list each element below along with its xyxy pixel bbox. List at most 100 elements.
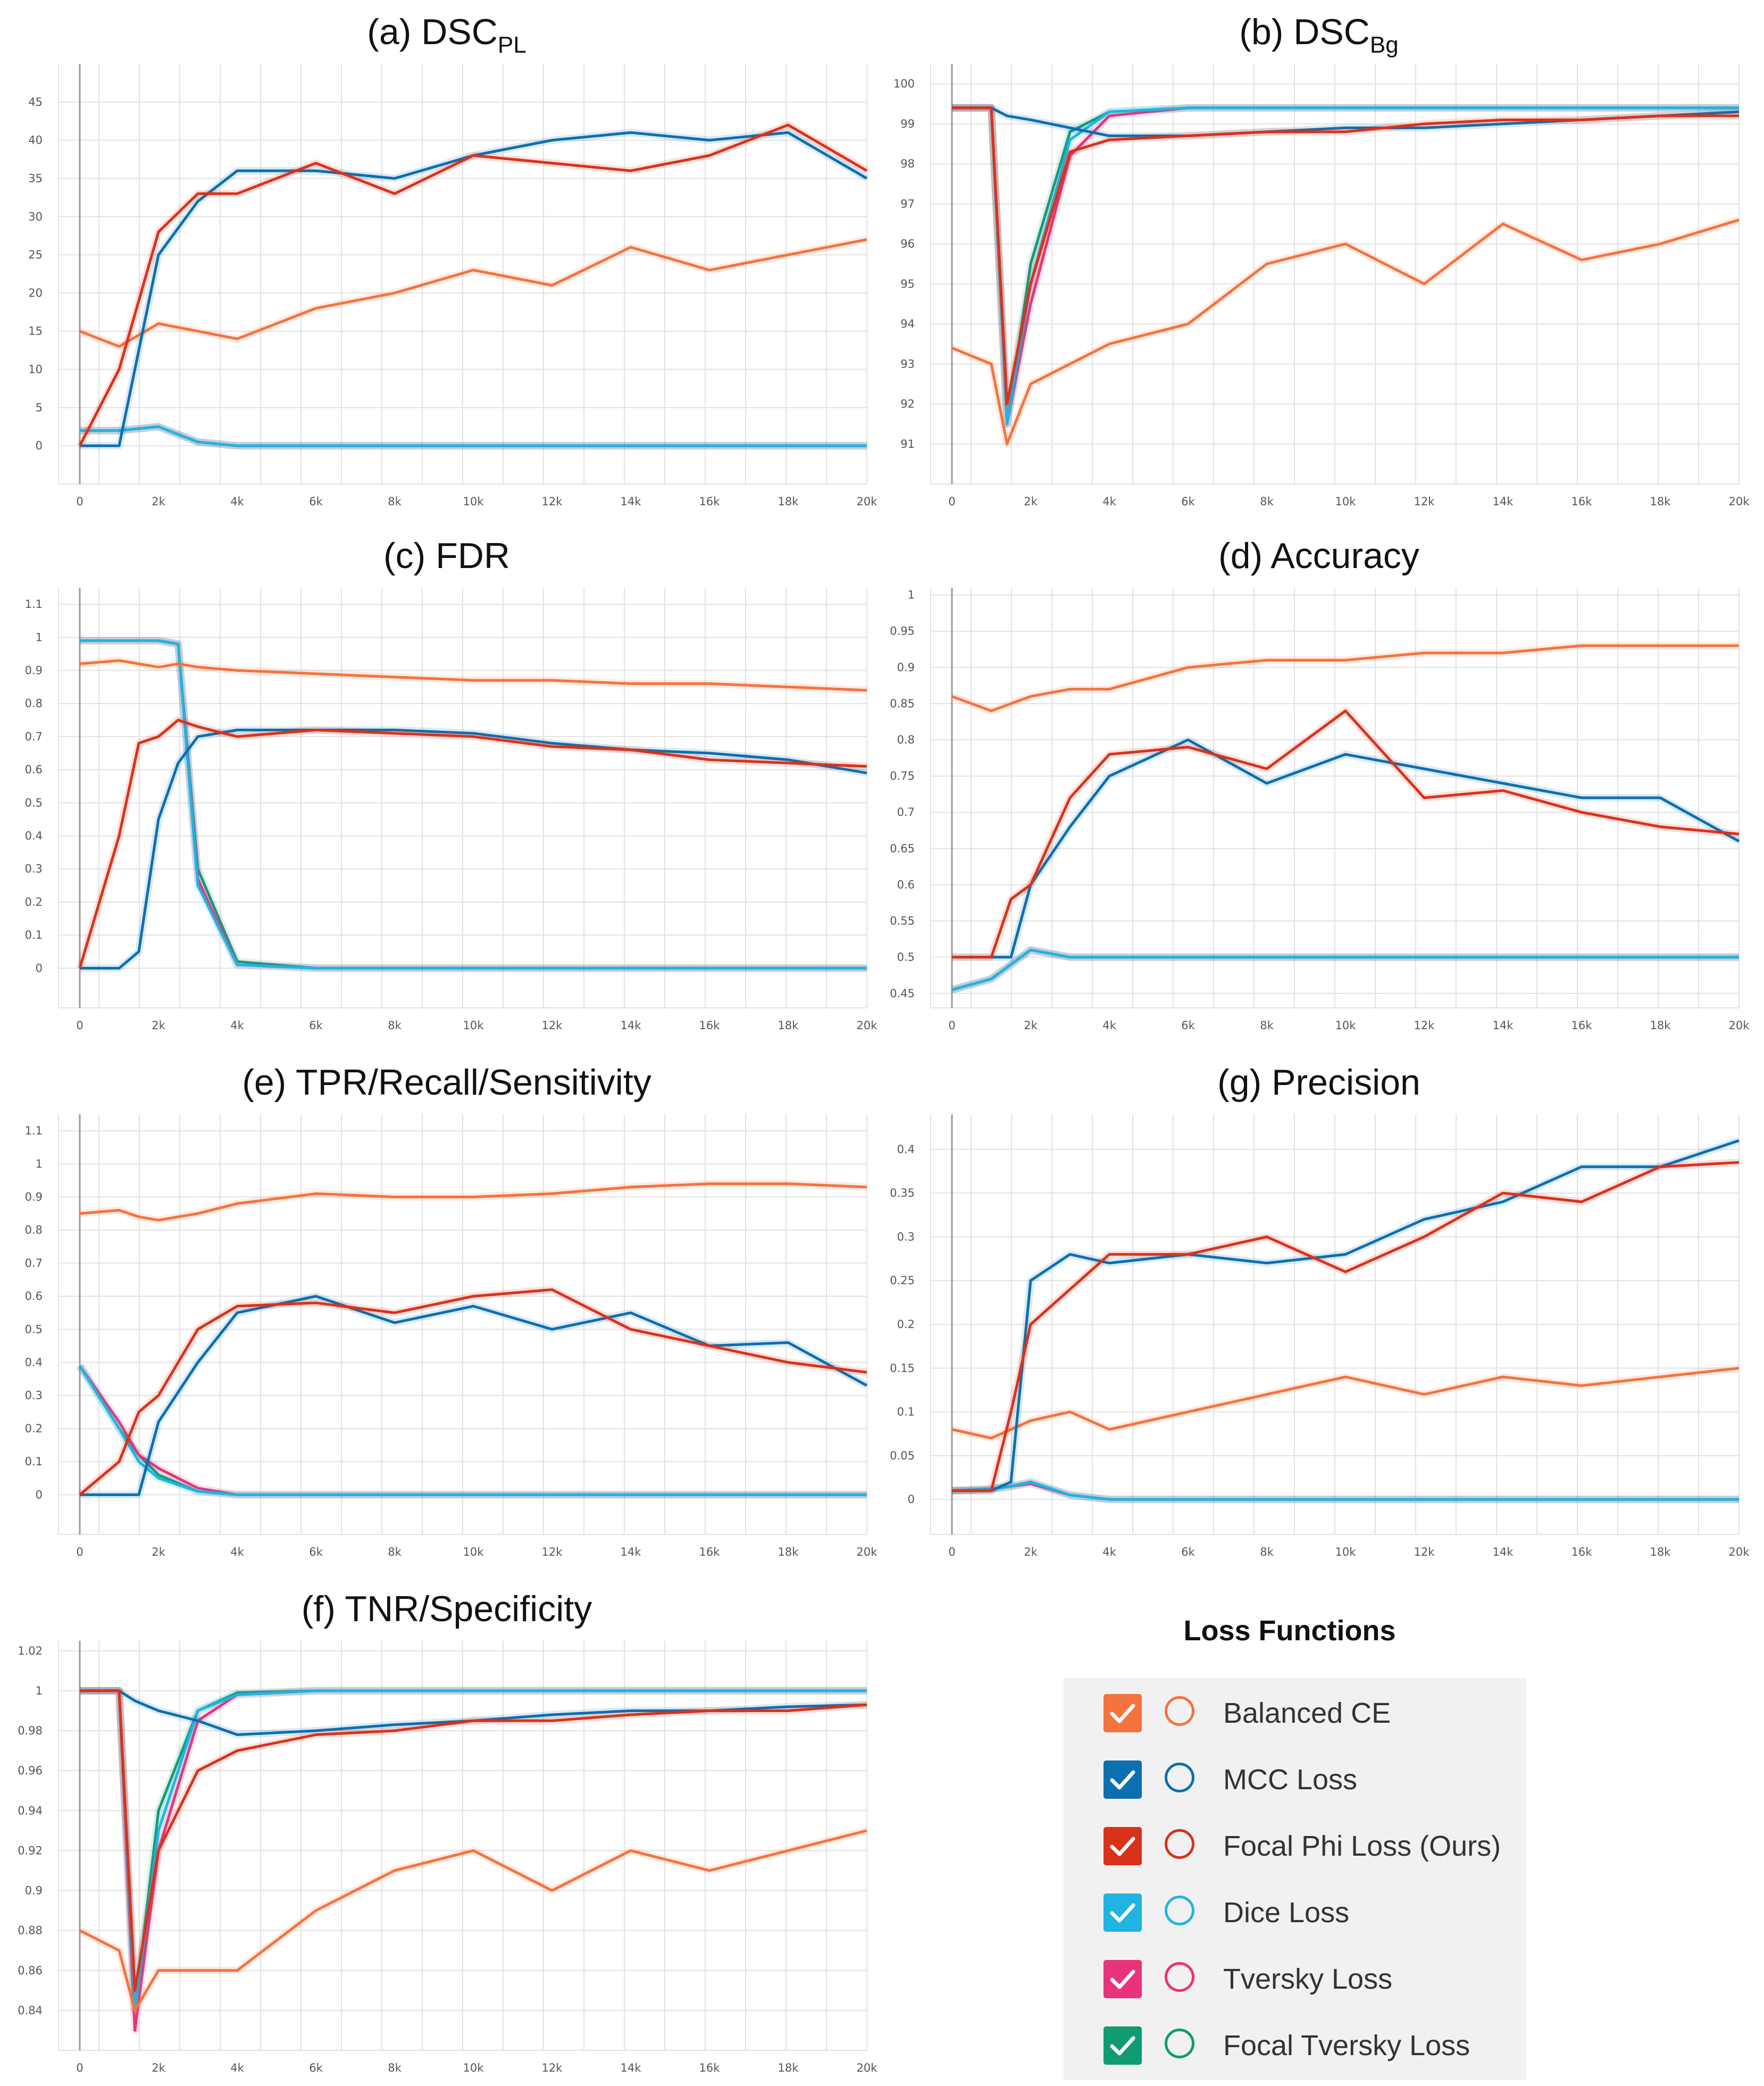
legend-item-balanced-ce[interactable]: Balanced CE <box>1064 1678 1526 1745</box>
x-tick-label: 20k <box>857 1546 877 1558</box>
x-tick-label: 10k <box>463 1546 484 1558</box>
x-tick-label: 14k <box>621 1546 642 1558</box>
x-tick-label: 2k <box>1024 1019 1038 1032</box>
checkbox-dice-loss[interactable] <box>1103 1893 1142 1932</box>
check-icon <box>1110 1770 1135 1790</box>
y-tick-label: 0.6 <box>897 878 915 891</box>
series-line-balanced_ce <box>951 1366 1740 1440</box>
series-halo-focal_phi <box>76 121 869 448</box>
y-tick-label: 0.25 <box>890 1274 915 1287</box>
chart-panel-c: (c) FDR 0 0.1 0.2 0.3 0.4 0.5 0.6 0.7 0.8 0.9 1 1.1… <box>16 529 877 1040</box>
checkbox-tversky-loss[interactable] <box>1103 1960 1142 1998</box>
x-tick-label: 4k <box>230 495 244 508</box>
series-line-balanced_ce <box>79 238 867 348</box>
x-tick-label: 2k <box>1024 1546 1038 1558</box>
y-tick-label: 0.88 <box>18 1924 43 1937</box>
y-tick-label: 0.96 <box>18 1764 43 1777</box>
checkbox-mcc-loss[interactable] <box>1103 1760 1142 1799</box>
y-tick-label: 15 <box>28 325 43 338</box>
y-tick-label: 40 <box>28 134 43 147</box>
series-circle-icon <box>1165 1763 1194 1792</box>
x-tick-label: 6k <box>309 1546 323 1558</box>
y-tick-label: 0.9 <box>25 664 43 677</box>
series-line-dice <box>80 425 867 447</box>
x-tick-label: 12k <box>1414 1019 1435 1032</box>
x-tick-label: 14k <box>621 1019 642 1032</box>
chart-title-f: (f) TNR/Specificity <box>16 1582 877 1636</box>
y-tick-label: 25 <box>28 248 43 261</box>
y-tick-label: 95 <box>900 278 915 290</box>
x-tick-label: 20k <box>857 1019 877 1032</box>
check-icon <box>1110 1970 1135 1989</box>
chart-panel-e: (e) TPR/Recall/Sensitivity 0 0.1 0.2 0.3 0.4… <box>16 1056 877 1566</box>
series-line-dice <box>951 1480 1739 1501</box>
y-tick-label: 98 <box>900 157 915 170</box>
x-tick-label: 18k <box>778 1019 799 1032</box>
series-halo-dice <box>77 1364 867 1499</box>
y-tick-label: 0 <box>36 962 43 974</box>
x-tick-label: 6k <box>309 2062 323 2074</box>
chart-title-g-text: (g) Precision <box>1217 1062 1420 1103</box>
x-tick-label: 18k <box>1650 1019 1671 1032</box>
y-tick-label: 1.02 <box>18 1645 43 1657</box>
series-halo-focal_phi <box>77 1286 867 1498</box>
x-tick-label: 2k <box>1024 495 1038 508</box>
y-tick-label: 97 <box>900 197 915 210</box>
y-tick-label: 0.3 <box>25 1389 43 1402</box>
x-tick-label: 4k <box>230 2062 244 2074</box>
x-tick-label: 20k <box>1729 495 1750 508</box>
legend-item-focal-phi-loss[interactable]: Focal Phi Loss (Ours) <box>1064 1811 1526 1878</box>
legend-item-focal-tversky-loss[interactable]: Focal Tversky Loss <box>1064 2010 1526 2077</box>
x-tick-label: 10k <box>1335 495 1357 508</box>
legend-item-mcc-loss[interactable]: MCC Loss <box>1064 1745 1526 1811</box>
series-halo-balanced_ce <box>78 1827 868 2014</box>
series-halo-balanced_ce <box>950 641 1739 715</box>
series-line-tversky <box>80 639 867 970</box>
series-line-focal_phi <box>952 710 1740 959</box>
series-halo-tversky <box>77 1363 867 1499</box>
x-tick-label: 20k <box>1729 1546 1750 1558</box>
series-line-mcc <box>952 738 1740 959</box>
checkbox-balanced-ce[interactable] <box>1103 1694 1142 1732</box>
x-tick-label: 14k <box>621 495 642 508</box>
y-tick-label: 0.1 <box>25 929 43 941</box>
y-tick-label: 0.6 <box>25 1290 43 1303</box>
series-line-balanced_ce <box>79 1829 867 2012</box>
y-tick-label: 0.95 <box>890 625 915 638</box>
legend: Balanced CE MCC Loss Focal Phi Loss (Our… <box>1064 1678 1526 2080</box>
legend-item-tversky-loss[interactable]: Tversky Loss <box>1064 1944 1526 2010</box>
series-line-dice <box>80 639 867 970</box>
checkbox-focal-phi-loss[interactable] <box>1103 1827 1142 1865</box>
x-tick-label: 2k <box>152 1019 165 1032</box>
x-tick-label: 10k <box>463 1019 484 1032</box>
series-halo-balanced_ce <box>951 1364 1740 1442</box>
x-tick-label: 20k <box>857 2062 877 2074</box>
x-tick-label: 16k <box>699 1019 721 1032</box>
legend-label: Tversky Loss <box>1223 1963 1393 1995</box>
checkbox-focal-tversky-loss[interactable] <box>1103 2026 1142 2065</box>
x-tick-label: 8k <box>1260 495 1274 508</box>
legend-item-dice-loss[interactable]: Dice Loss <box>1064 1878 1526 1944</box>
chart-panel-f: (f) TNR/Specificity 0.84 0.86 0.88 0.9 0.92 0… <box>16 1582 877 2082</box>
chart-g: 0 0.05 0.1 0.15 0.2 0.25 0.3 0.35 0.4 0 2k 4k 6k 8k 10… <box>890 1114 1750 1558</box>
check-icon <box>1110 1837 1135 1856</box>
y-tick-label: 0.94 <box>18 1804 43 1817</box>
y-tick-label: 0.2 <box>25 1422 43 1435</box>
chart-panel-g: (g) Precision 0 0.05 0.1 0.15 0.2 0.25 0.3 0.35… <box>888 1056 1750 1566</box>
chart-title-a-sub: PL <box>497 32 526 58</box>
chart-title-a-text: (a) DSC <box>367 12 498 52</box>
x-tick-label: 4k <box>1102 495 1116 508</box>
chart-panel-b: (b) DSCBg 91 92 93 94 95 96 97 98 99 100 0 2k 4k 6k 8k… <box>888 5 1750 516</box>
x-tick-label: 16k <box>699 1546 721 1558</box>
y-tick-label: 45 <box>28 96 43 109</box>
chart-e: 0 0.1 0.2 0.3 0.4 0.5 0.6 0.7 0.8 0.9 1 1.1 0 2k 4k 6k 8… <box>25 1114 877 1558</box>
series-line-balanced_ce <box>79 659 867 692</box>
series-circle-icon <box>1165 1962 1194 1992</box>
x-tick-label: 6k <box>1181 495 1195 508</box>
x-tick-label: 16k <box>699 495 721 508</box>
series-line-balanced_ce <box>79 1182 867 1222</box>
y-tick-label: 0.55 <box>890 915 915 928</box>
x-tick-label: 16k <box>1571 1546 1593 1558</box>
x-tick-label: 4k <box>230 1546 244 1558</box>
chart-f: 0.84 0.86 0.88 0.9 0.92 0.94 0.96 0.98 1 1.02 0 2k 4… <box>18 1641 877 2074</box>
